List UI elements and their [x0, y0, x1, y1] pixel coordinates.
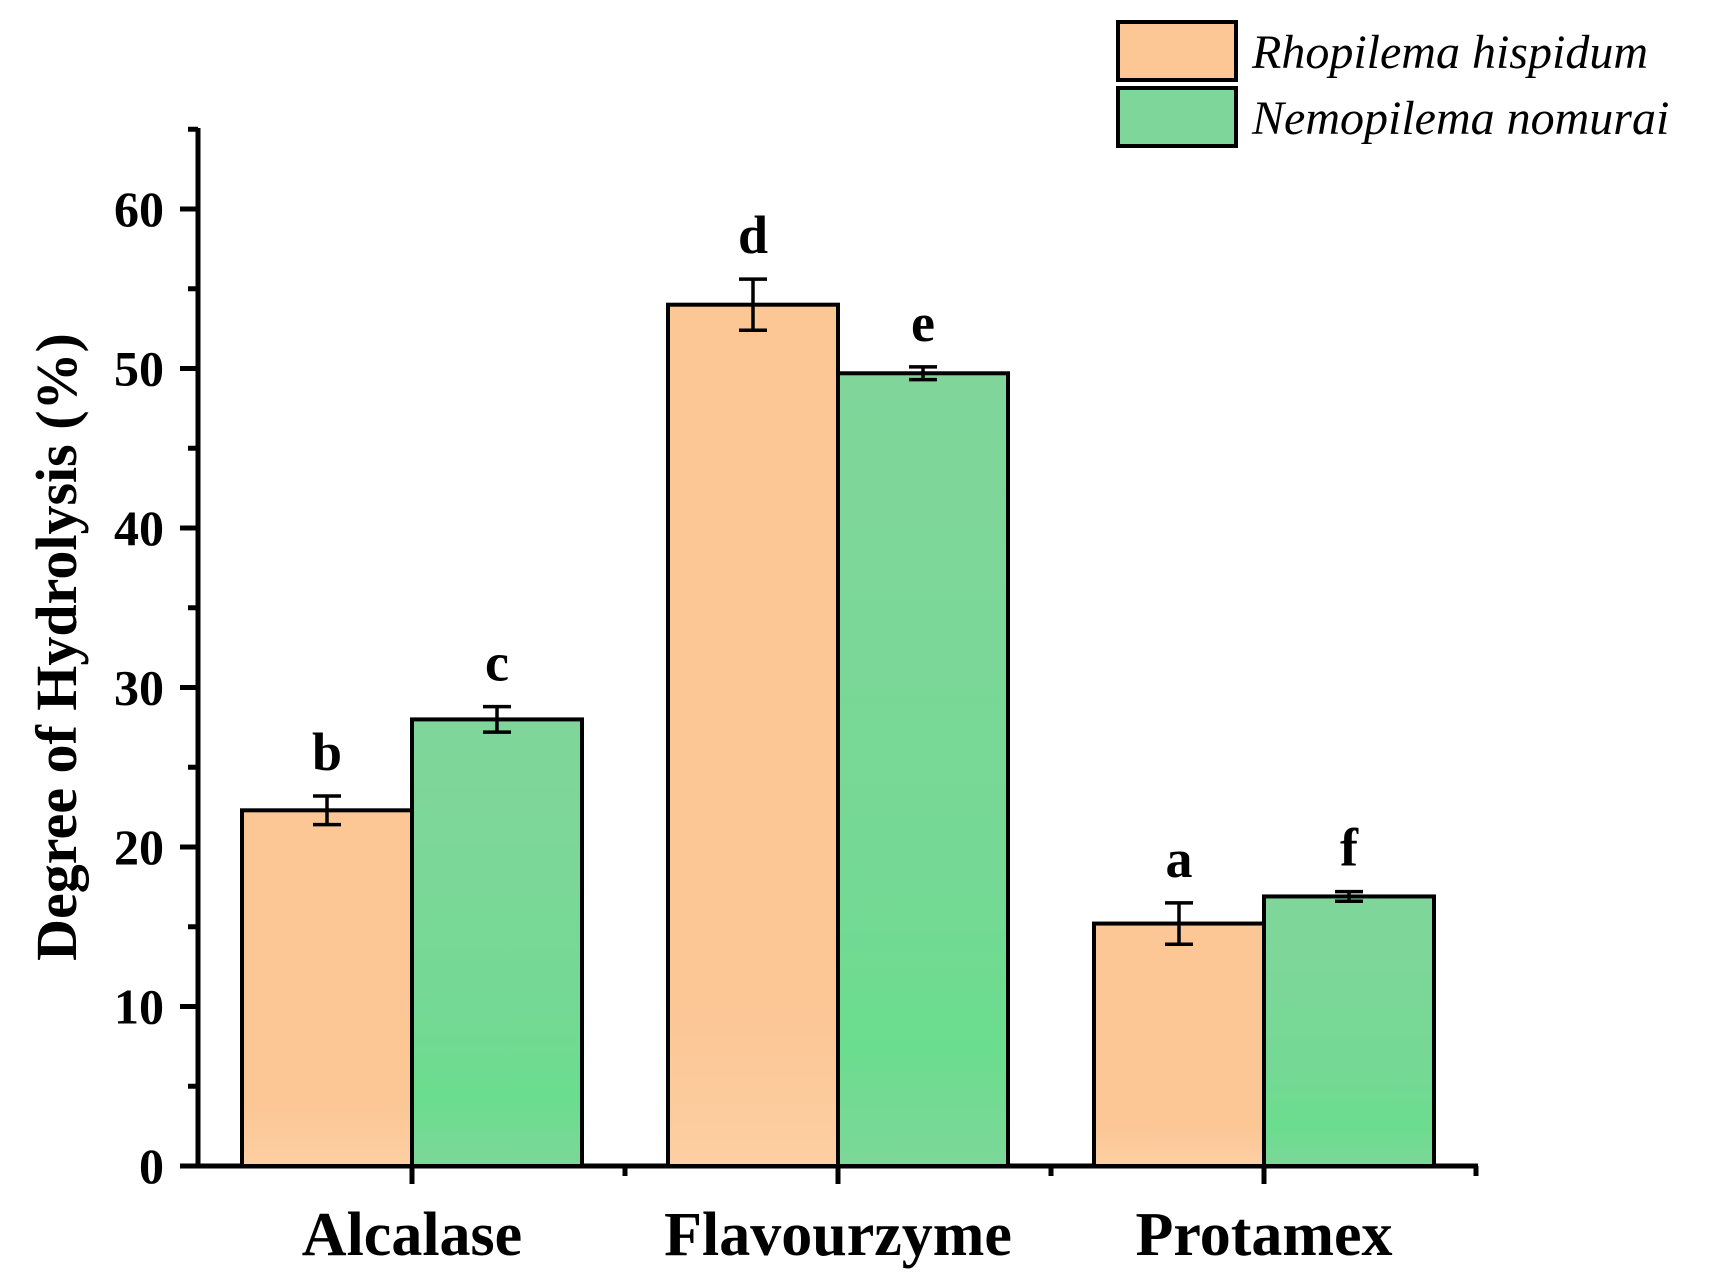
- bar: [1092, 921, 1266, 1168]
- category-labels: Alcalase Flavourzyme Protamex: [302, 1201, 1393, 1269]
- significance-letter: a: [1166, 829, 1193, 889]
- legend-swatch: [1116, 20, 1238, 82]
- category-label: Alcalase: [302, 1201, 522, 1269]
- significance-letter: c: [485, 633, 509, 693]
- category-label: Flavourzyme: [664, 1201, 1012, 1269]
- y-tick-label: 0: [139, 1138, 164, 1194]
- significance-letter: e: [911, 293, 935, 353]
- bar: [666, 302, 840, 1168]
- significance-letter: f: [1340, 818, 1359, 878]
- legend: Rhopilema hispidum Nemopilema nomurai: [1116, 20, 1669, 148]
- bar: [410, 717, 584, 1169]
- bar: [240, 808, 414, 1168]
- legend-label: Rhopilema hispidum: [1251, 26, 1648, 79]
- legend-swatch: [1116, 86, 1238, 148]
- error-bars: [313, 277, 1363, 947]
- legend-label: Nemopilema nomurai: [1251, 92, 1669, 145]
- significance-labels: b d a c e f: [312, 205, 1359, 889]
- y-tick-label: 50: [114, 341, 164, 397]
- x-ticks: [409, 1166, 1479, 1184]
- y-tick-label: 20: [114, 819, 164, 875]
- y-tick-label: 30: [114, 660, 164, 716]
- category-label: Protamex: [1135, 1201, 1392, 1269]
- y-ticks: 0 10 20 30 40 50 60: [114, 126, 198, 1194]
- y-tick-label: 40: [114, 500, 164, 556]
- y-axis-title: Degree of Hydrolysis (%): [24, 333, 89, 961]
- bar: [1262, 894, 1436, 1168]
- bar: [836, 371, 1010, 1169]
- significance-letter: b: [312, 722, 342, 782]
- significance-letter: d: [738, 205, 768, 265]
- y-tick-label: 10: [114, 979, 164, 1035]
- bars: [240, 302, 1436, 1169]
- y-tick-label: 60: [114, 181, 164, 237]
